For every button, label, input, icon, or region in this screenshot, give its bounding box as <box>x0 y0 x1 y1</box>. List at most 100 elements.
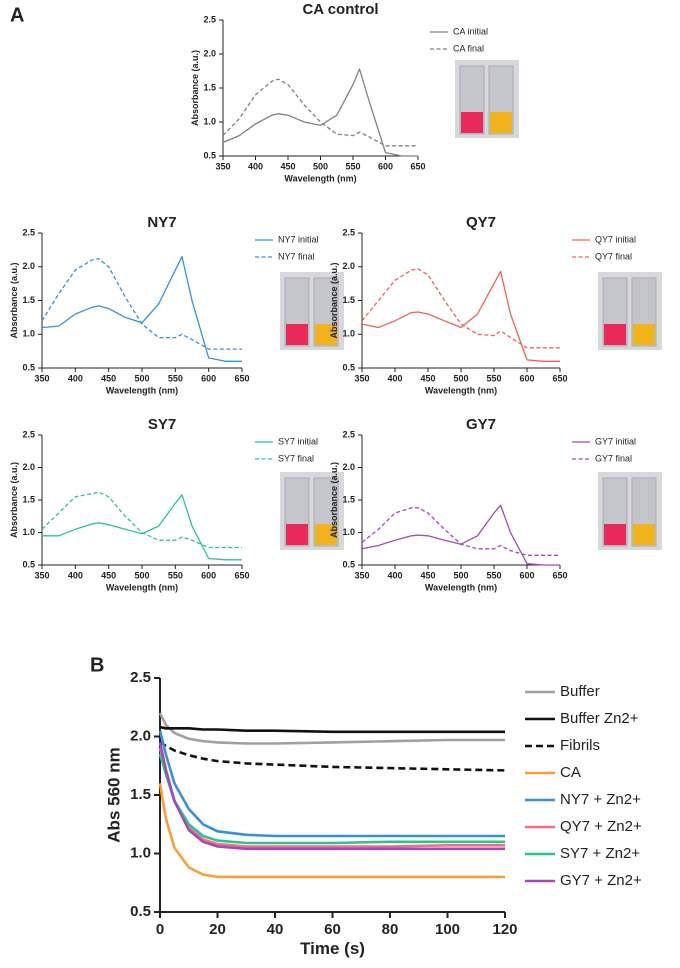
x-tick-label: 650 <box>234 571 249 581</box>
solution-red <box>604 324 626 345</box>
x-axis-label: Wavelength (nm) <box>425 385 497 395</box>
legend-label: SY7 + Zn2+ <box>560 845 640 862</box>
x-tick-label: 550 <box>486 571 501 581</box>
y-tick-label: 0.5 <box>22 362 35 372</box>
legend-label: SY7 initial <box>278 436 318 446</box>
x-tick-label: 500 <box>453 571 468 581</box>
y-tick-label: 1.0 <box>342 527 355 537</box>
y-tick-label: 1.5 <box>342 295 355 305</box>
y-tick-label: 1.0 <box>203 116 216 126</box>
solution-red <box>604 524 626 545</box>
series-line <box>222 78 418 147</box>
x-tick-label: 500 <box>313 162 328 172</box>
legend-label: SY7 final <box>278 453 314 463</box>
x-tick-label: 350 <box>354 571 369 581</box>
series-line <box>158 742 505 851</box>
panel-label: B <box>90 654 104 676</box>
series-line <box>158 730 505 838</box>
chart-title: CA control <box>302 1 378 18</box>
series-line <box>158 747 505 848</box>
y-tick-label: 2.0 <box>22 261 35 271</box>
y-tick-label: 2.0 <box>342 261 355 271</box>
x-tick-label: 650 <box>234 374 249 384</box>
x-tick-label: 600 <box>201 571 216 581</box>
panel-label: A <box>10 4 24 26</box>
x-tick-label: 550 <box>345 162 360 172</box>
x-tick-label: 40 <box>267 921 284 938</box>
x-axis-label: Wavelength (nm) <box>284 173 356 183</box>
y-axis-label: Absorbance (a.u.) <box>9 262 19 338</box>
y-tick-label: 1.5 <box>342 494 355 504</box>
x-tick-label: 450 <box>101 571 116 581</box>
y-tick-label: 2.5 <box>342 429 355 439</box>
x-tick-label: 0 <box>156 921 164 938</box>
x-tick-label: 450 <box>420 374 435 384</box>
solution-yellow <box>633 324 655 345</box>
solution-yellow <box>315 324 337 345</box>
series-line <box>361 504 560 566</box>
y-tick-label: 1.0 <box>130 844 151 861</box>
y-tick-label: 2.0 <box>342 462 355 472</box>
x-tick-label: 500 <box>453 374 468 384</box>
y-tick-label: 2.0 <box>22 462 35 472</box>
y-tick-label: 2.5 <box>22 429 35 439</box>
y-tick-label: 1.0 <box>22 527 35 537</box>
series-line <box>361 268 560 349</box>
series-line <box>42 494 242 561</box>
x-tick-label: 600 <box>378 162 393 172</box>
solution-red <box>286 324 308 345</box>
y-tick-label: 0.5 <box>342 559 355 569</box>
series-line <box>159 741 506 772</box>
y-axis-label: Absorbance (a.u.) <box>9 462 19 538</box>
legend-label: NY7 + Zn2+ <box>560 791 641 808</box>
y-tick-label: 0.5 <box>342 362 355 372</box>
y-tick-label: 0.5 <box>22 559 35 569</box>
legend-label: QY7 + Zn2+ <box>560 818 642 835</box>
x-tick-label: 450 <box>280 162 295 172</box>
solution-yellow <box>490 112 512 133</box>
x-tick-label: 400 <box>248 162 263 172</box>
x-axis-label: Wavelength (nm) <box>106 385 178 395</box>
y-tick-label: 2.0 <box>130 727 151 744</box>
x-tick-label: 350 <box>34 374 49 384</box>
x-tick-label: 400 <box>68 374 83 384</box>
x-tick-label: 350 <box>215 162 230 172</box>
x-tick-label: 100 <box>435 921 460 938</box>
legend-label: QY7 final <box>595 251 632 261</box>
series-line <box>41 257 242 350</box>
legend-label: GY7 initial <box>595 436 636 446</box>
series-line <box>158 712 505 745</box>
legend-label: Fibrils <box>560 737 600 754</box>
x-tick-label: 650 <box>552 571 567 581</box>
x-axis-label: Wavelength (nm) <box>106 582 178 592</box>
solution-red <box>286 524 308 545</box>
y-tick-label: 2.5 <box>130 669 151 686</box>
y-tick-label: 0.5 <box>203 150 216 160</box>
y-tick-label: 2.5 <box>203 14 216 24</box>
y-tick-label: 2.5 <box>22 227 35 237</box>
x-tick-label: 350 <box>34 571 49 581</box>
solution-red <box>461 112 483 133</box>
x-tick-label: 60 <box>324 921 341 938</box>
chart-title: QY7 <box>466 214 496 231</box>
y-tick-label: 0.5 <box>130 903 151 920</box>
x-tick-label: 550 <box>168 374 183 384</box>
y-tick-label: 1.0 <box>22 329 35 339</box>
solution-yellow <box>633 524 655 545</box>
y-tick-label: 1.5 <box>22 494 35 504</box>
legend-label: Buffer <box>560 683 600 700</box>
chart-title: SY7 <box>148 416 176 433</box>
x-tick-label: 650 <box>552 374 567 384</box>
y-axis-label: Absorbance (a.u.) <box>329 462 339 538</box>
series-line <box>41 255 242 362</box>
y-tick-label: 1.5 <box>203 82 216 92</box>
x-tick-label: 600 <box>519 374 534 384</box>
x-tick-label: 600 <box>201 374 216 384</box>
legend-label: CA <box>560 764 581 781</box>
series-line <box>159 725 505 734</box>
legend-label: CA final <box>453 43 484 53</box>
x-tick-label: 350 <box>354 374 369 384</box>
solution-yellow <box>315 524 337 545</box>
y-axis-label: Absorbance (a.u.) <box>190 50 200 126</box>
